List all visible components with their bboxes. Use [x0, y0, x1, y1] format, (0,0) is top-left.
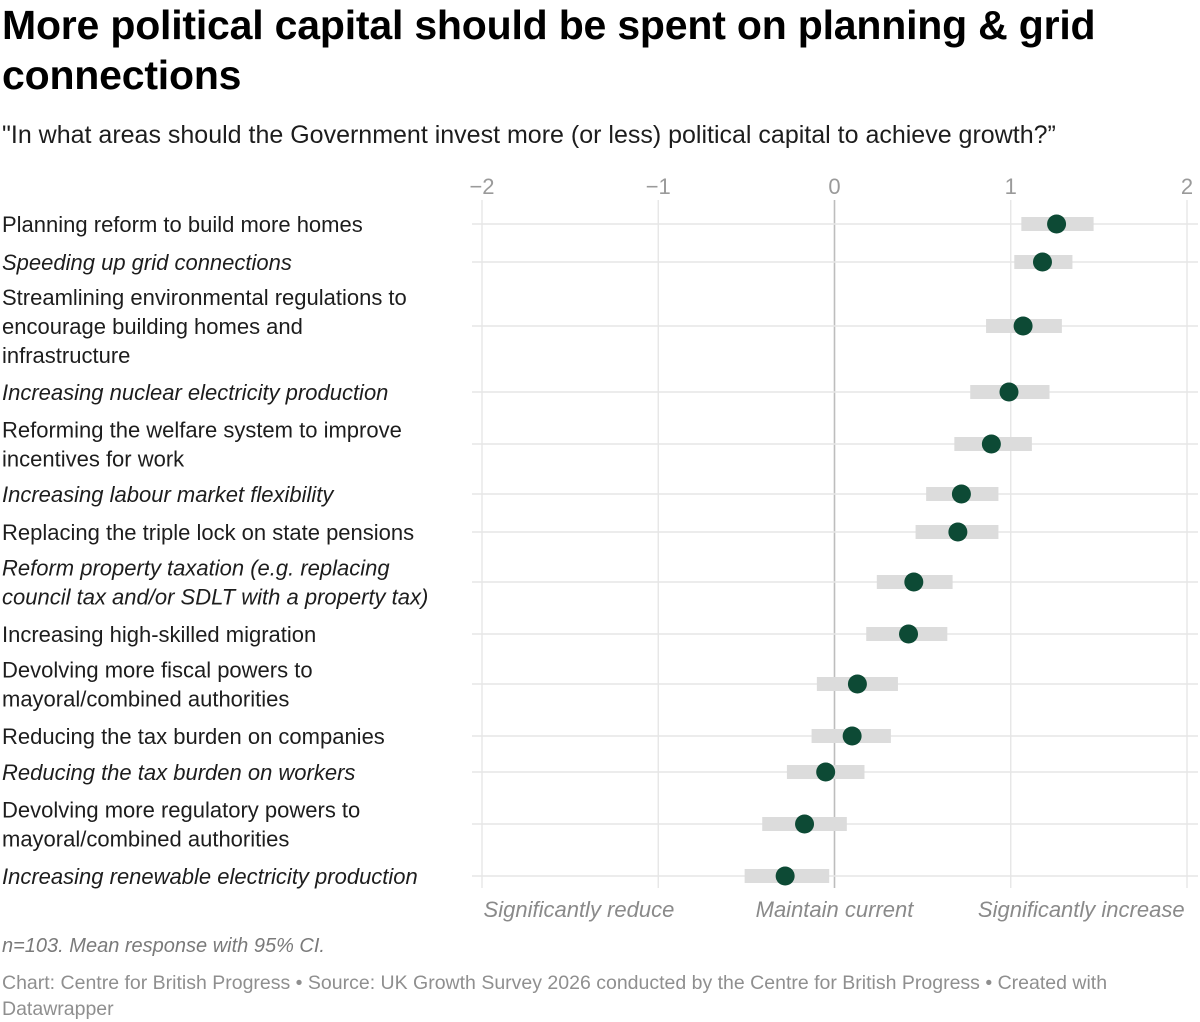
- row-labels: Planning reform to build more homes Speed…: [2, 212, 428, 889]
- row-label: Planning reform to build more homes: [2, 212, 363, 237]
- mean-dot: [951, 484, 971, 504]
- x-axis-anchor-labels: Significantly reduce Maintain current Sign…: [484, 897, 1185, 922]
- mean-dot: [899, 624, 919, 644]
- row-label: Increasing renewable electricity product…: [2, 864, 418, 889]
- row-label: Streamlining environmental regulations t…: [2, 285, 407, 368]
- row-label: Reducing the tax burden on workers: [2, 760, 355, 785]
- x-tick-label: 0: [828, 174, 840, 199]
- row-label: Devolving more regulatory powers to mayor…: [2, 798, 360, 852]
- mean-dots: [775, 214, 1067, 886]
- chart-note: n=103. Mean response with 95% CI.: [2, 935, 325, 957]
- mean-dot: [981, 434, 1001, 454]
- mean-dot: [1047, 214, 1067, 234]
- row-label: Speeding up grid connections: [2, 250, 292, 275]
- x-tick-label: 2: [1181, 174, 1193, 199]
- mean-dot: [795, 814, 815, 834]
- mean-dot: [842, 726, 862, 746]
- row-label: Reducing the tax burden on companies: [2, 724, 385, 749]
- mean-dot: [904, 572, 924, 592]
- mean-dot: [847, 674, 867, 694]
- dot-plot-chart: −2 −1 0 1 2 Planning reform to build more ho…: [2, 174, 1198, 922]
- x-tick-label: 1: [1005, 174, 1017, 199]
- row-label: Increasing labour market flexibility: [2, 482, 335, 507]
- mean-dot: [1013, 316, 1033, 336]
- x-anchor-label: Significantly reduce: [484, 897, 675, 922]
- row-label: Reform property taxation (e.g. replacing…: [2, 556, 428, 610]
- row-label: Increasing high-skilled migration: [2, 622, 316, 647]
- chart-footer: Chart: Centre for British Progress • Sou…: [2, 972, 1108, 1020]
- row-label: Replacing the triple lock on state pensi…: [2, 520, 414, 545]
- mean-dot: [816, 762, 836, 782]
- x-tick-label: −1: [646, 174, 671, 199]
- confidence-intervals: [744, 217, 1094, 883]
- gridlines: [472, 200, 1198, 888]
- row-label: Reforming the welfare system to improve i…: [2, 418, 402, 472]
- chart-subtitle: "In what areas should the Government inv…: [2, 121, 1056, 149]
- row-label: Devolving more fiscal powers to mayoral/c…: [2, 658, 313, 712]
- mean-dot: [775, 866, 795, 886]
- mean-dot: [1032, 252, 1052, 272]
- mean-dot: [999, 382, 1019, 402]
- x-anchor-label: Significantly increase: [978, 897, 1185, 922]
- x-anchor-label: Maintain current: [756, 897, 915, 922]
- x-axis-ticks: −2 −1 0 1 2: [469, 174, 1193, 199]
- chart-title: More political capital should be spent o…: [2, 2, 1096, 98]
- row-label: Increasing nuclear electricity productio…: [2, 380, 388, 405]
- mean-dot: [948, 522, 968, 542]
- x-tick-label: −2: [469, 174, 494, 199]
